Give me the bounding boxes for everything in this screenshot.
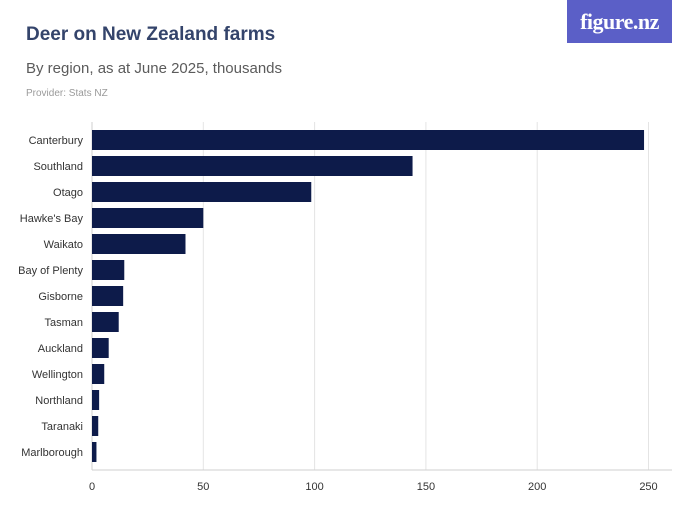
category-labels: Canterbury Southland Otago Hawke's Bay Waika… xyxy=(18,135,83,459)
bar[interactable] xyxy=(92,390,100,410)
category-label: Gisborne xyxy=(38,291,83,303)
x-tick-label: 200 xyxy=(528,481,546,493)
category-label: Northland xyxy=(35,395,83,407)
category-label: Wellington xyxy=(32,369,83,381)
chart-subtitle: By region, as at June 2025, thousands xyxy=(26,60,283,77)
x-tick-label: 0 xyxy=(89,481,95,493)
bar[interactable] xyxy=(92,130,645,150)
category-label: Southland xyxy=(33,161,83,173)
bar[interactable] xyxy=(92,208,204,228)
bar[interactable] xyxy=(92,182,312,202)
category-label: Waikato xyxy=(44,239,83,251)
x-tick-label: 250 xyxy=(639,481,657,493)
category-label: Marlborough xyxy=(21,447,83,459)
bars xyxy=(92,130,645,462)
category-label: Tasman xyxy=(44,317,83,329)
bar[interactable] xyxy=(92,364,105,384)
category-label: Hawke's Bay xyxy=(20,213,84,225)
category-label: Canterbury xyxy=(29,135,84,147)
bar[interactable] xyxy=(92,286,124,306)
category-label: Otago xyxy=(53,187,83,199)
bar[interactable] xyxy=(92,416,99,436)
x-tick-label: 50 xyxy=(197,481,209,493)
bar[interactable] xyxy=(92,312,119,332)
category-label: Taranaki xyxy=(41,421,83,433)
bar[interactable] xyxy=(92,338,109,358)
x-tick-label: 100 xyxy=(305,481,323,493)
data-provider: Provider: Stats NZ xyxy=(26,88,108,99)
bar[interactable] xyxy=(92,260,125,280)
bar[interactable] xyxy=(92,156,413,176)
category-label: Auckland xyxy=(38,343,83,355)
chart-title: Deer on New Zealand farms xyxy=(26,24,276,45)
x-axis-ticks: 0 50 100 150 200 250 xyxy=(89,481,658,493)
bar[interactable] xyxy=(92,442,97,462)
x-tick-label: 150 xyxy=(417,481,435,493)
bar[interactable] xyxy=(92,234,186,254)
category-label: Bay of Plenty xyxy=(18,265,83,277)
figure-nz-logo[interactable]: figure.nz xyxy=(567,0,672,43)
